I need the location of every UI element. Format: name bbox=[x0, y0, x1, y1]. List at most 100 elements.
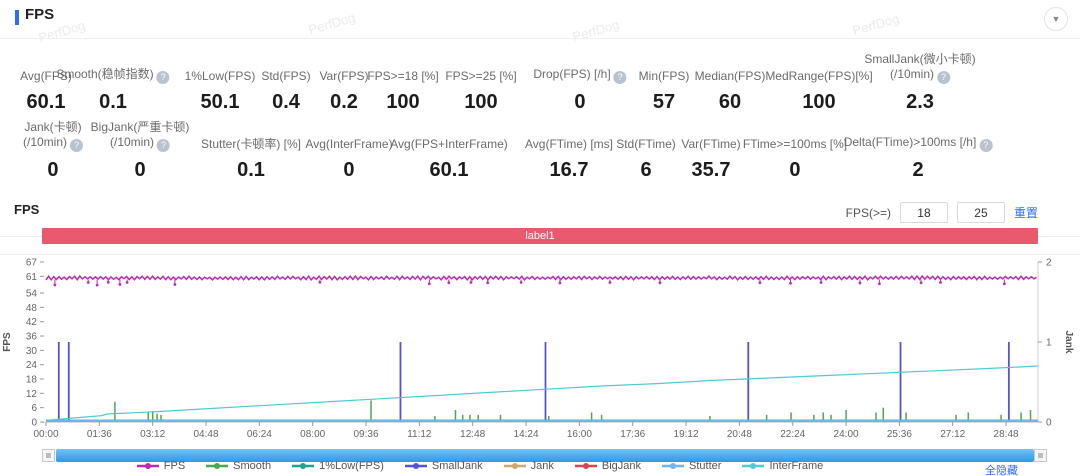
y-right-axis-title: Jank bbox=[1063, 331, 1074, 354]
help-icon[interactable]: ? bbox=[70, 139, 84, 152]
x-tick-label: 22:24 bbox=[780, 429, 805, 440]
legend-label: SmallJank bbox=[431, 460, 483, 472]
stat-value: 0.2 bbox=[330, 91, 358, 113]
stat-value: 100 bbox=[464, 91, 498, 113]
row2-stat-9: Delta(FTime)>100ms [/h]? 2 bbox=[844, 120, 993, 182]
legend-item-BigJank[interactable]: BigJank bbox=[574, 460, 642, 472]
stat-value: 60.1 bbox=[26, 91, 66, 113]
series-FPS bbox=[45, 274, 1037, 287]
row1-stat-7: Drop(FPS) [/h]? 0 bbox=[533, 52, 627, 114]
y-left-tick-label: 36 bbox=[26, 332, 38, 343]
y-left-tick-label: 6 bbox=[31, 403, 37, 414]
legend-item-InterFrame[interactable]: InterFrame bbox=[742, 460, 823, 472]
help-icon[interactable]: ? bbox=[156, 71, 170, 84]
legend-label: 1%Low(FPS) bbox=[319, 460, 384, 472]
scrollbar-track[interactable] bbox=[56, 449, 1034, 462]
help-icon[interactable]: ? bbox=[157, 139, 170, 152]
legend-item-1%Low(FPS)[interactable]: 1%Low(FPS) bbox=[292, 460, 384, 472]
row1-stat-10: MedRange(FPS)[%] 100 bbox=[765, 52, 872, 114]
stat-label: BigJank(严重卡顿) (/10min)? bbox=[90, 120, 190, 152]
fps-threshold-label: FPS(>=) bbox=[845, 205, 891, 220]
stat-label: Jank(卡顿) (/10min)? bbox=[22, 120, 84, 152]
stat-label: Stutter(卡顿率) [%] bbox=[200, 137, 302, 151]
x-tick-label: 17:36 bbox=[620, 429, 645, 440]
collapse-button[interactable]: ▼ bbox=[1044, 7, 1068, 31]
x-tick-label: 11:12 bbox=[407, 429, 432, 440]
hide-all-link[interactable]: 全隐藏 bbox=[985, 465, 1018, 476]
watermark: PerfDog bbox=[570, 16, 621, 45]
series-Smooth bbox=[114, 400, 1032, 422]
stat-label: Median(FPS) bbox=[694, 69, 766, 83]
legend-line-icon bbox=[662, 463, 685, 469]
stat-label: Delta(FTime)>100ms [/h]? bbox=[844, 120, 993, 152]
scrollbar-right-handle[interactable] bbox=[1034, 449, 1047, 462]
legend-item-FPS[interactable]: FPS bbox=[136, 460, 185, 472]
stat-value: 16.7 bbox=[549, 159, 589, 181]
row2-stat-1: BigJank(严重卡顿) (/10min)? 0 bbox=[91, 120, 190, 182]
x-tick-label: 28:48 bbox=[994, 429, 1019, 440]
fps-threshold-filter: FPS(>=) 重置 bbox=[846, 202, 1038, 223]
stat-label: Min(FPS) bbox=[638, 69, 690, 83]
stat-label: MedRange(FPS)[%] bbox=[765, 69, 873, 83]
row2-stat-6: Std(FTime) 6 bbox=[616, 120, 676, 182]
stat-label: 1%Low(FPS) bbox=[184, 69, 256, 83]
x-tick-label: 09:36 bbox=[354, 429, 379, 440]
stat-value: 100 bbox=[386, 91, 420, 113]
y-left-tick-label: 18 bbox=[26, 375, 38, 386]
legend-line-icon bbox=[503, 463, 526, 469]
legend-item-Jank[interactable]: Jank bbox=[503, 460, 554, 472]
stat-label: FPS>=18 [%] bbox=[367, 69, 439, 83]
help-icon[interactable]: ? bbox=[613, 71, 627, 84]
header-divider bbox=[0, 38, 1080, 39]
legend-item-Smooth[interactable]: Smooth bbox=[206, 460, 271, 472]
legend-item-SmallJank[interactable]: SmallJank bbox=[404, 460, 483, 472]
x-tick-label: 20:48 bbox=[727, 429, 752, 440]
x-tick-label: 27:12 bbox=[940, 429, 965, 440]
stat-label: Avg(FTime) [ms] bbox=[524, 137, 614, 151]
stat-value: 0.1 bbox=[237, 159, 265, 181]
help-icon[interactable]: ? bbox=[937, 71, 951, 84]
stat-label: Avg(FPS+InterFrame) bbox=[390, 137, 508, 151]
chevron-down-icon: ▼ bbox=[1051, 14, 1061, 24]
legend-line-icon bbox=[292, 463, 315, 469]
row2-stat-5: Avg(FTime) [ms] 16.7 bbox=[525, 120, 613, 182]
legend-label: Stutter bbox=[689, 460, 722, 472]
chart-legend: FPS Smooth 1%Low(FPS) SmallJank Jank BigJank S… bbox=[0, 460, 960, 472]
stat-label: Std(FTime) bbox=[616, 137, 676, 151]
label-banner[interactable]: label1 bbox=[42, 228, 1038, 244]
row1-stat-8: Min(FPS) 57 bbox=[639, 52, 690, 114]
row2-stat-0: Jank(卡顿) (/10min)? 0 bbox=[22, 120, 84, 182]
row2-stat-4: Avg(FPS+InterFrame) 60.1 bbox=[390, 120, 507, 182]
y-left-tick-label: 30 bbox=[26, 346, 38, 357]
legend-label: Smooth bbox=[233, 460, 272, 472]
stat-label: Var(FPS) bbox=[319, 69, 369, 83]
x-tick-label: 19:12 bbox=[674, 429, 699, 440]
scrollbar-left-handle[interactable] bbox=[42, 449, 55, 462]
y-right-tick-label: 1 bbox=[1046, 338, 1052, 349]
stat-value: 6 bbox=[640, 159, 652, 181]
row1-stat-4: Var(FPS) 0.2 bbox=[319, 52, 368, 114]
fps-threshold-input-2[interactable] bbox=[956, 202, 1005, 223]
series-InterFrame bbox=[45, 365, 1038, 421]
legend-label: BigJank bbox=[601, 460, 642, 472]
row1-stat-5: FPS>=18 [%] 100 bbox=[367, 52, 438, 114]
y-left-tick-label: 61 bbox=[26, 272, 38, 283]
reset-link[interactable]: 重置 bbox=[1013, 206, 1038, 220]
legend-item-Stutter[interactable]: Stutter bbox=[662, 460, 721, 472]
y-left-tick-label: 24 bbox=[26, 360, 38, 371]
fps-threshold-input-1[interactable] bbox=[899, 202, 948, 223]
stat-value: 0 bbox=[47, 159, 59, 181]
page-title: FPS bbox=[25, 6, 55, 23]
row2-stat-3: Avg(InterFrame) 0 bbox=[305, 120, 392, 182]
row1-stat-6: FPS>=25 [%] 100 bbox=[445, 52, 516, 114]
help-icon[interactable]: ? bbox=[979, 139, 993, 152]
watermark: PerfDog bbox=[306, 9, 357, 38]
legend-line-icon bbox=[742, 463, 765, 469]
y-right-tick-label: 2 bbox=[1046, 258, 1052, 269]
row1-stat-0: Avg(FPS) 60.1 bbox=[20, 52, 72, 114]
stat-value: 50.1 bbox=[200, 91, 240, 113]
x-tick-label: 03:12 bbox=[140, 429, 165, 440]
legend-label: Jank bbox=[530, 460, 554, 472]
